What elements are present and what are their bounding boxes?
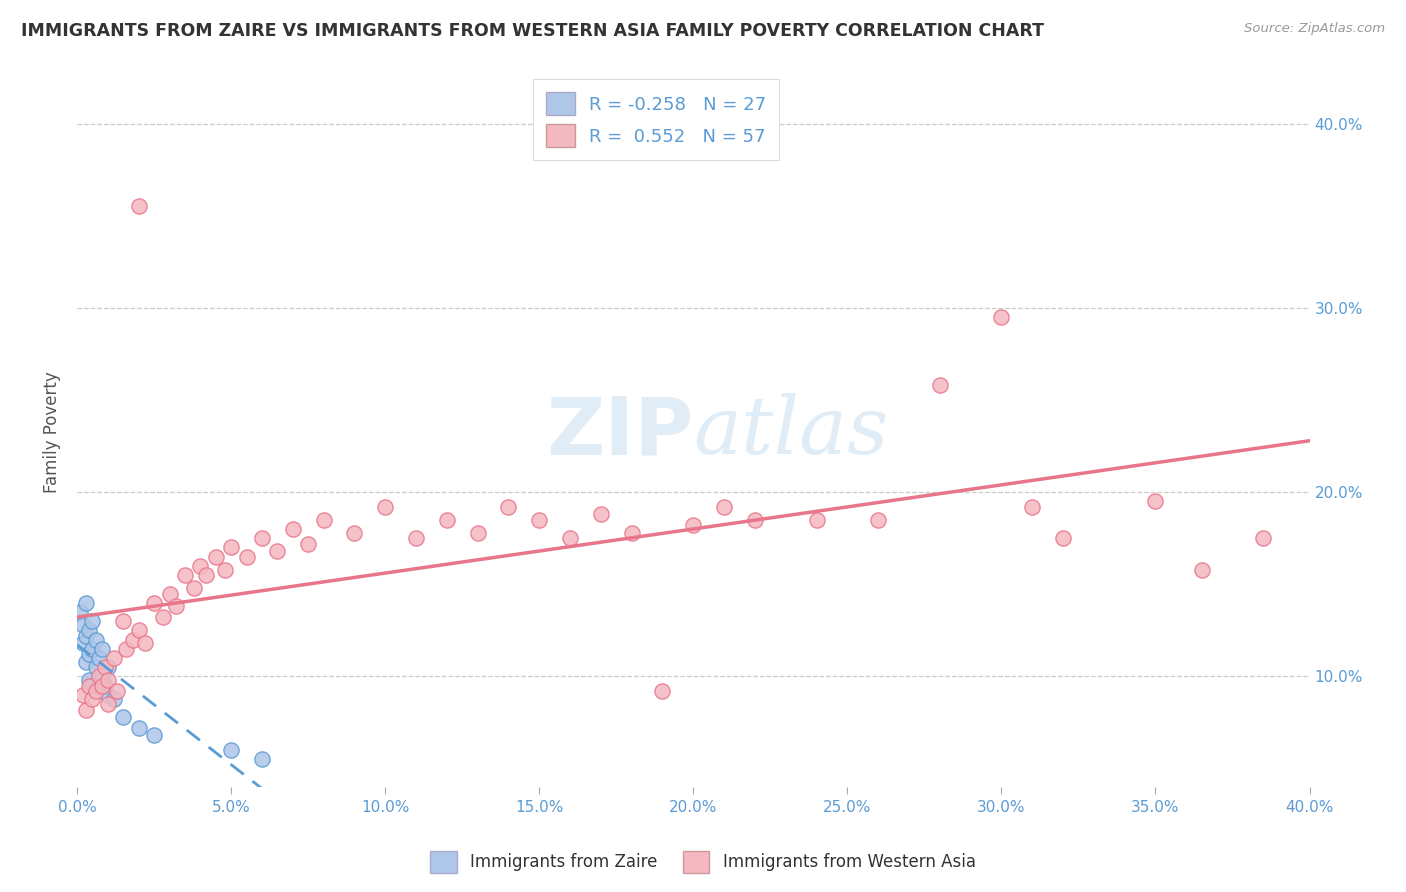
Point [374,500,396,514]
Point [990,310,1012,324]
Point [183,581,205,595]
Point [128,624,150,638]
Text: atlas: atlas [693,393,889,471]
Point [195,568,218,582]
Point [72,688,94,702]
Point [143,596,166,610]
Point [75,655,97,669]
Point [69,605,91,619]
Point [266,544,288,558]
Point [297,537,319,551]
Point [79,624,101,638]
Point [128,199,150,213]
Point [90,669,112,683]
Point [529,513,551,527]
Point [312,513,335,527]
Point [94,660,117,674]
Point [121,632,143,647]
Point [79,673,101,688]
Point [682,518,704,533]
Point [250,752,273,766]
Text: ZIP: ZIP [546,393,693,471]
Point [214,563,236,577]
Point [84,660,107,674]
Point [405,531,427,545]
Point [281,522,304,536]
Point [75,596,97,610]
Point [1144,494,1167,508]
Point [79,648,101,662]
Point [620,525,643,540]
Point [82,691,104,706]
Point [84,684,107,698]
Point [1021,500,1043,514]
Point [75,629,97,643]
Point [103,651,125,665]
Point [87,669,110,683]
Legend: R = -0.258   N = 27, R =  0.552   N = 57: R = -0.258 N = 27, R = 0.552 N = 57 [533,79,779,160]
Point [128,721,150,735]
Point [112,614,135,628]
Point [112,710,135,724]
Point [84,632,107,647]
Point [467,525,489,540]
Point [143,728,166,742]
Point [1253,531,1275,545]
Point [97,673,120,688]
Point [174,568,197,582]
Point [103,691,125,706]
Point [79,679,101,693]
Y-axis label: Family Poverty: Family Poverty [44,371,60,493]
Point [87,651,110,665]
Point [436,513,458,527]
Point [90,641,112,656]
Point [97,697,120,711]
Point [498,500,520,514]
Point [1052,531,1074,545]
Point [188,558,211,573]
Point [82,679,104,693]
Legend: Immigrants from Zaire, Immigrants from Western Asia: Immigrants from Zaire, Immigrants from W… [423,845,983,880]
Point [204,549,226,564]
Point [744,513,766,527]
Point [651,684,673,698]
Point [928,378,950,392]
Point [219,743,242,757]
Point [134,636,156,650]
Point [115,641,138,656]
Point [1191,563,1213,577]
Point [159,586,181,600]
Point [90,679,112,693]
Point [713,500,735,514]
Point [558,531,581,545]
Point [97,660,120,674]
Text: Source: ZipAtlas.com: Source: ZipAtlas.com [1244,22,1385,36]
Point [75,703,97,717]
Point [87,679,110,693]
Point [219,541,242,555]
Point [589,508,612,522]
Point [72,636,94,650]
Point [94,679,117,693]
Point [105,684,128,698]
Point [235,549,257,564]
Point [250,531,273,545]
Point [82,614,104,628]
Point [806,513,828,527]
Text: IMMIGRANTS FROM ZAIRE VS IMMIGRANTS FROM WESTERN ASIA FAMILY POVERTY CORRELATION: IMMIGRANTS FROM ZAIRE VS IMMIGRANTS FROM… [21,22,1045,40]
Point [165,599,187,614]
Point [152,610,174,624]
Point [97,688,120,702]
Point [868,513,890,527]
Point [343,525,366,540]
Point [82,641,104,656]
Point [72,618,94,632]
